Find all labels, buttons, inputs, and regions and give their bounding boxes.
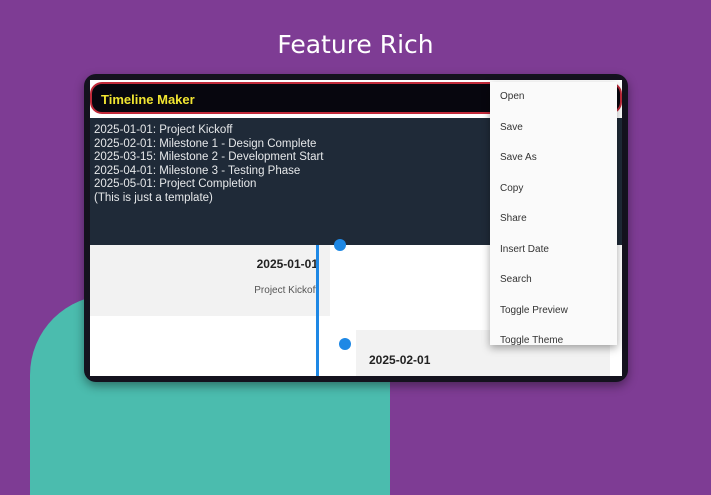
editor-line: 2025-04-01: Milestone 3 - Testing Phase	[94, 164, 301, 177]
menu-item-search[interactable]: Search	[500, 274, 532, 285]
app-title: Timeline Maker	[101, 92, 195, 107]
menu-item-open[interactable]: Open	[500, 91, 525, 102]
menu-item-toggle-preview[interactable]: Toggle Preview	[500, 304, 568, 316]
editor-line: (This is just a template)	[94, 191, 213, 204]
event-date: 2025-01-01	[256, 257, 318, 271]
menu-item-insert-date[interactable]: Insert Date	[500, 243, 549, 255]
menu-item-save-as[interactable]: Save As	[500, 152, 537, 163]
menu-item-copy[interactable]: Copy	[500, 182, 524, 194]
timeline-axis	[316, 245, 319, 376]
event-title: Project Kickoff	[254, 285, 318, 296]
editor-line: 2025-01-01: Project Kickoff	[94, 124, 233, 136]
timeline-card: 2025-01-01 Project Kickoff	[90, 245, 330, 316]
menu-item-toggle-theme[interactable]: Toggle Theme	[500, 335, 564, 345]
timeline-dot	[334, 239, 346, 251]
editor-line: 2025-03-15: Milestone 2 - Development St…	[94, 151, 324, 163]
editor-line: 2025-02-01: Milestone 1 - Design Complet…	[94, 137, 317, 150]
overflow-menu: Open Save Save As Copy Share Insert Date…	[490, 82, 617, 345]
editor-line: 2025-05-01: Project Completion	[94, 178, 257, 190]
timeline-dot	[339, 338, 351, 350]
menu-item-save[interactable]: Save	[500, 121, 523, 133]
headline: Feature Rich	[277, 30, 434, 59]
event-date: 2025-02-01	[369, 353, 431, 367]
menu-item-share[interactable]: Share	[500, 213, 527, 224]
